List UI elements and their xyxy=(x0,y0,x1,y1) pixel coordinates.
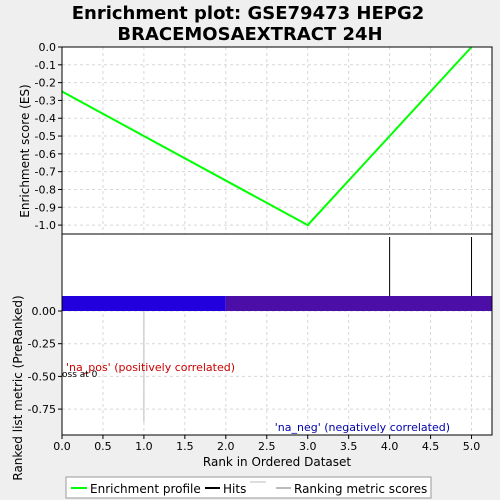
enrichment-panel: 0.0 -0.1 -0.2 -0.3 -0.4 -0.5 -0.6 -0.7 -0.8 -0.9 -… xyxy=(35,41,493,235)
enrichment-y-tick-label: -0.5 xyxy=(35,130,56,143)
legend-box xyxy=(65,476,432,499)
enrichment-y-tick-label: -0.3 xyxy=(35,94,56,107)
x-tick-label: 2.0 xyxy=(217,440,235,453)
ranking-color-bar-segment xyxy=(62,296,226,311)
enrichment-profile-line xyxy=(61,46,473,227)
legend-label-enrichment: Enrichment profile xyxy=(90,482,201,496)
enrichment-y-tick-label: 0.0 xyxy=(39,41,57,54)
ranking-y-tick-label: -0.50 xyxy=(28,370,56,383)
enrichment-plot-area xyxy=(62,47,492,234)
enrichment-y-tick-label: -0.8 xyxy=(35,183,56,196)
x-tick-label: 2.5 xyxy=(258,440,276,453)
x-tick-label: 0.5 xyxy=(94,440,112,453)
annotation-negative: 'na_neg' (negatively correlated) xyxy=(275,421,450,434)
annotation-zero-cross: oss at 0 xyxy=(62,370,98,380)
enrichment-y-tick-label: -0.6 xyxy=(35,148,56,161)
x-tick-label: 3.5 xyxy=(340,440,358,453)
enrichment-y-tick-label: -1.0 xyxy=(35,219,56,232)
legend: Enrichment profile Hits Ranking metric s… xyxy=(65,476,432,499)
enrichment-y-tick-label: -0.7 xyxy=(35,166,56,179)
ranking-plot-area xyxy=(62,234,492,435)
enrichment-y-axis-title: Enrichment score (ES) xyxy=(18,84,32,217)
x-tick-label: 1.0 xyxy=(135,440,153,453)
ranking-y-tick-label: -0.25 xyxy=(28,338,56,351)
enrichment-y-tick-label: -0.1 xyxy=(35,59,56,72)
annotation-positive: 'na_pos' (positively correlated) xyxy=(66,361,235,374)
x-tick-label: 4.5 xyxy=(422,440,440,453)
x-tick-label: 4.0 xyxy=(381,440,399,453)
ranking-plot-frame xyxy=(61,233,493,436)
x-tick-label: 0.0 xyxy=(53,440,71,453)
enrichment-y-tick-label: -0.4 xyxy=(35,112,56,125)
x-axis-title: Rank in Ordered Dataset xyxy=(203,455,351,469)
x-tick-label: 3.0 xyxy=(299,440,317,453)
legend-label-ranking: Ranking metric scores xyxy=(294,482,427,496)
ranking-y-tick-label: 0.00 xyxy=(32,305,57,318)
legend-label-hits: Hits xyxy=(223,482,246,496)
chart-title-line2: BRACEMOSAEXTRACT 24H xyxy=(117,24,382,45)
ranking-panel: 0.00 -0.25 -0.50 -0.75 'na_pos' (positively … xyxy=(28,233,493,436)
chart-title-line1: Enrichment plot: GSE79473 HEPG2 xyxy=(72,3,425,24)
x-tick-label: 5.0 xyxy=(463,440,481,453)
ranking-y-tick-label: -0.75 xyxy=(28,403,56,416)
enrichment-y-tick-label: -0.2 xyxy=(35,77,56,90)
x-axis: 0.0 0.5 1.0 1.5 2.0 2.5 3.0 3.5 4.0 4.5 5.0 xyxy=(53,435,480,453)
x-tick-label: 1.5 xyxy=(176,440,194,453)
ranking-color-bar-segment xyxy=(225,296,493,311)
ranking-y-axis-title: Ranked list metric (PreRanked) xyxy=(11,295,25,480)
enrichment-y-tick-label: -0.9 xyxy=(35,201,56,214)
